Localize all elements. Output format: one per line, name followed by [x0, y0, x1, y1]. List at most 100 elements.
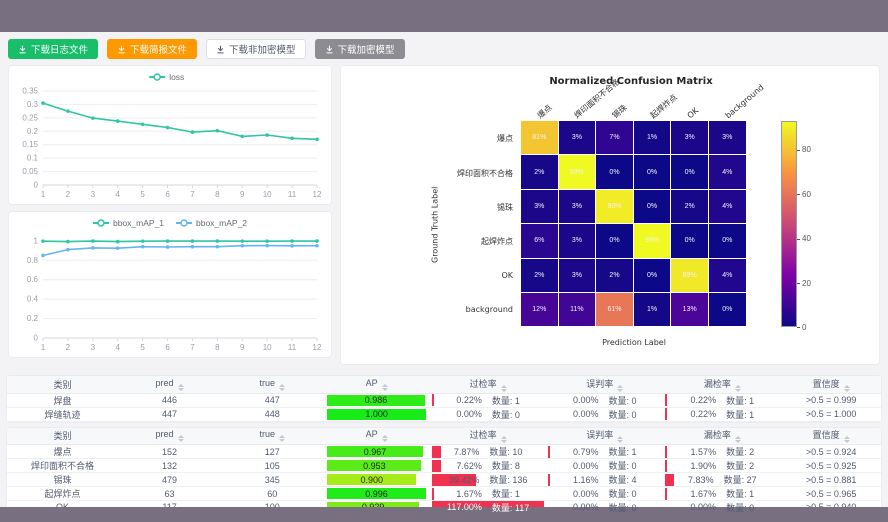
- matrix-row-label: 起焊炸点: [481, 237, 513, 247]
- sort-icon[interactable]: [278, 435, 285, 443]
- download-log-button[interactable]: 下载日志文件: [8, 39, 99, 59]
- sort-icon[interactable]: [734, 436, 741, 444]
- metrics-table-2: 类别 pred true AP 过检率 误判率 漏检率 置信度 爆点 152 127 0.967 7.8…: [7, 427, 881, 514]
- colorbar-tick-label: 60: [802, 189, 811, 199]
- col-header-miss[interactable]: 漏检率: [663, 427, 782, 445]
- legend-item-bbox_mAP_1[interactable]: bbox_mAP_1: [93, 218, 164, 228]
- matrix-cell: 93%: [558, 155, 596, 189]
- svg-text:3: 3: [91, 190, 96, 199]
- rate-percent: 39.42%: [448, 474, 480, 485]
- sort-icon[interactable]: [500, 436, 507, 444]
- svg-text:0.25: 0.25: [22, 113, 38, 122]
- matrix-col-label: OK: [685, 105, 701, 121]
- matrix-col-label: background: [723, 82, 766, 121]
- col-header-mis[interactable]: 误判率: [546, 427, 664, 445]
- matrix-cell: 2%: [596, 258, 633, 292]
- sort-icon[interactable]: [617, 384, 624, 392]
- col-header-over[interactable]: 过检率: [429, 427, 547, 445]
- sort-icon[interactable]: [381, 383, 388, 391]
- matrix-cell: 3%: [521, 189, 558, 224]
- matrix-row-label: 爆点: [497, 134, 513, 144]
- colorbar-tick: [797, 283, 800, 284]
- col-header-class: 类别: [7, 376, 118, 394]
- svg-text:0.8: 0.8: [27, 256, 39, 265]
- ap-bar: 0.986: [327, 394, 425, 406]
- rate-bar: [431, 487, 434, 500]
- col-header-label: pred: [155, 429, 174, 440]
- col-header-label: 误判率: [586, 378, 614, 389]
- matrix-cell: 4%: [709, 155, 746, 189]
- col-header-miss[interactable]: 漏检率: [663, 376, 782, 394]
- legend-item-loss[interactable]: loss: [149, 72, 184, 82]
- col-header-pred[interactable]: pred: [117, 427, 222, 445]
- svg-text:0.6: 0.6: [27, 275, 39, 284]
- rate-percent: 0.22%: [690, 409, 717, 419]
- col-header-true[interactable]: true: [221, 427, 324, 445]
- col-header-mis[interactable]: 误判率: [546, 376, 664, 394]
- true-cell: 105: [221, 458, 324, 473]
- class-cell: 焊盘: [7, 393, 118, 408]
- legend-item-bbox_mAP_2[interactable]: bbox_mAP_2: [176, 218, 247, 228]
- pred-cell: 446: [117, 393, 222, 408]
- svg-text:0.05: 0.05: [22, 167, 38, 176]
- confidence-cell: >0.5 = 0.999: [781, 393, 881, 408]
- matrix-cell: 0%: [633, 155, 671, 189]
- svg-text:bbox_mAP_2: bbox_mAP_2: [196, 218, 247, 228]
- sort-icon[interactable]: [177, 435, 184, 443]
- download-report-button[interactable]: 下载简报文件: [107, 39, 198, 59]
- sort-icon[interactable]: [734, 384, 741, 392]
- rate-bar: [665, 408, 668, 420]
- rate-percent: 0.00%: [573, 409, 599, 419]
- col-header-label: 类别: [53, 431, 72, 442]
- ap-bar: 0.967: [327, 446, 423, 457]
- col-header-conf[interactable]: 置信度: [781, 427, 881, 445]
- table-header-row: 类别 pred true AP 过检率 误判率 漏检率 置信度: [7, 427, 881, 445]
- col-header-ap[interactable]: AP: [323, 427, 430, 445]
- download-encrypted-model-button[interactable]: 下载加密模型: [314, 39, 405, 59]
- col-header-pred[interactable]: pred: [117, 376, 222, 394]
- col-header-label: pred: [155, 377, 174, 388]
- download-icon: [325, 45, 334, 54]
- class-cell: 焊缝轨迹: [7, 407, 118, 422]
- pred-cell: 152: [117, 444, 222, 459]
- col-header-over[interactable]: 过检率: [429, 376, 547, 394]
- rate-count: 数量: 1: [491, 489, 520, 499]
- sort-icon[interactable]: [617, 436, 624, 444]
- download-icon: [117, 45, 126, 54]
- sort-icon[interactable]: [278, 383, 285, 391]
- matrix-cell: 12%: [521, 293, 558, 327]
- matrix-cell: 0%: [671, 224, 708, 258]
- miss-rate-cell: 1.90% 数量: 2: [663, 458, 782, 473]
- sort-icon[interactable]: [843, 436, 850, 444]
- rate-count: 数量: 0: [608, 502, 637, 513]
- rate-count: 数量: 0: [726, 502, 755, 513]
- confidence-cell: >0.5 = 0.925: [781, 458, 881, 473]
- mis-rate-cell: 0.00% 数量: 0: [546, 407, 664, 422]
- sort-icon[interactable]: [500, 384, 507, 392]
- rate-count: 数量: 1: [726, 489, 755, 499]
- class-cell: 爆点: [7, 444, 118, 459]
- rate-count: 数量: 1: [726, 409, 755, 420]
- colorbar-tick: [797, 327, 800, 329]
- class-cell: 焊印面积不合格: [7, 458, 118, 473]
- download-plain-model-button[interactable]: 下载非加密模型: [206, 39, 306, 59]
- charts-row: 0 0.05 0.1 0.15 0.2 0.25 0.3 0.35 1 2 3 4 5 6 7 8 9 10 11 1…: [0, 65, 888, 365]
- rate-bar: [431, 394, 434, 406]
- rate-percent: 0.00%: [456, 409, 482, 419]
- sort-icon[interactable]: [177, 383, 184, 391]
- rate-count: 数量: 1: [608, 447, 637, 457]
- sort-icon[interactable]: [381, 435, 388, 443]
- svg-text:0: 0: [34, 334, 39, 343]
- ap-cell: 1.000: [323, 407, 430, 422]
- svg-text:12: 12: [313, 343, 322, 352]
- col-header-ap[interactable]: AP: [323, 376, 430, 394]
- col-header-true[interactable]: true: [221, 376, 324, 394]
- rate-count: 数量: 8: [491, 461, 520, 471]
- svg-text:1: 1: [41, 343, 46, 352]
- sort-icon[interactable]: [843, 384, 850, 392]
- col-header-conf[interactable]: 置信度: [781, 376, 881, 394]
- table-row: 焊印面积不合格 132 105 0.953 7.62% 数量: 8 0.00% 数量: 0 1.…: [7, 458, 881, 473]
- true-cell: 345: [221, 472, 324, 487]
- ap-cell: 0.967: [323, 444, 430, 459]
